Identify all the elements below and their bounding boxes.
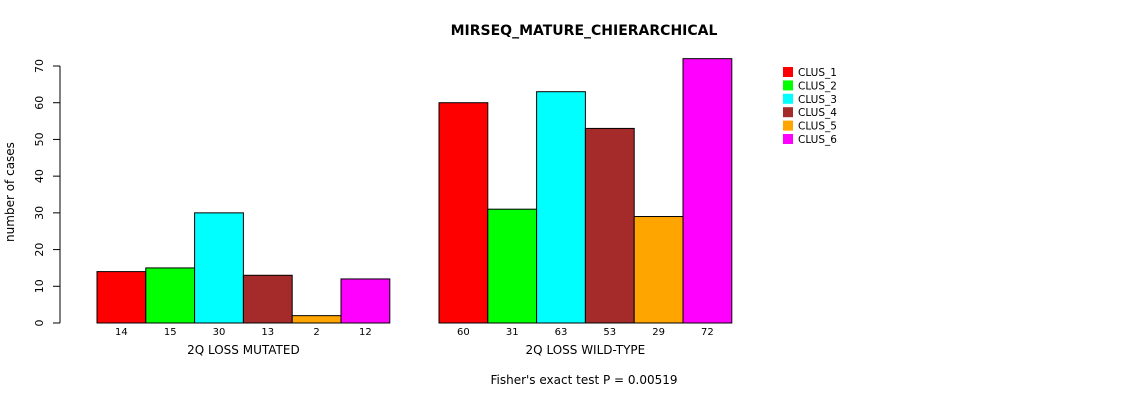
bar	[438, 102, 489, 324]
bar	[487, 208, 538, 324]
y-tick-label: 60	[33, 96, 46, 110]
y-tick-label: 30	[33, 206, 46, 220]
legend-entry: CLUS_2	[798, 80, 837, 92]
legend-swatch	[783, 134, 793, 144]
legend-swatch	[783, 93, 793, 104]
legend-entry: CLUS_5	[798, 121, 837, 133]
y-tick-label: 0	[33, 320, 46, 327]
bar	[291, 315, 342, 324]
bar-value-label: 13	[261, 327, 274, 338]
bar-value-label: 31	[506, 327, 519, 338]
y-tick-label: 50	[33, 132, 46, 146]
bar	[242, 274, 293, 324]
bar	[145, 267, 196, 324]
bar-value-label: 72	[701, 327, 714, 338]
legend-entry: CLUS_3	[798, 94, 837, 106]
legend-swatch	[783, 67, 793, 77]
fisher-test-footnote: Fisher's exact test P = 0.00519	[490, 373, 677, 387]
legend-swatch	[783, 107, 793, 118]
group-label: 2Q LOSS MUTATED	[187, 343, 300, 357]
group-labels: 2Q LOSS MUTATED 2Q LOSS WILD-TYPE	[187, 343, 645, 357]
bar-value-label: 29	[652, 327, 665, 338]
bar-value-label: 12	[359, 327, 372, 338]
y-tick-label: 70	[33, 59, 46, 73]
bar	[633, 216, 684, 324]
group-label: 2Q LOSS WILD-TYPE	[526, 343, 646, 357]
bar	[682, 58, 733, 324]
bar-value-label: 2	[313, 327, 319, 338]
bar	[96, 271, 147, 324]
y-axis: 0 10 20 30 40 50 60 70	[33, 59, 61, 327]
y-axis-label: number of cases	[3, 142, 17, 242]
y-tick-label: 40	[33, 169, 46, 183]
bar-value-label: 30	[213, 327, 226, 338]
y-tick-label: 10	[33, 279, 46, 293]
chart-title: MIRSEQ_MATURE_CHIERARCHICAL	[451, 23, 718, 39]
bar-value-labels: 14 15 30 13 2 12 60 31 63 53 29 72	[115, 327, 714, 338]
bar	[536, 91, 586, 324]
bar-value-label: 63	[555, 327, 568, 338]
bar-value-label: 60	[457, 327, 470, 338]
legend-entry: CLUS_6	[798, 134, 837, 146]
y-tick-label: 20	[33, 243, 46, 257]
legend-swatch	[783, 80, 793, 91]
bars	[96, 58, 733, 324]
bar-value-label: 14	[115, 327, 128, 338]
bar	[194, 212, 244, 324]
bar	[584, 127, 635, 324]
legend-entry: CLUS_1	[798, 67, 837, 79]
legend-entry: CLUS_4	[798, 107, 837, 119]
bar-value-label: 15	[164, 327, 177, 338]
legend-swatch	[783, 120, 793, 131]
bar-value-label: 53	[603, 327, 616, 338]
bar	[340, 278, 391, 324]
